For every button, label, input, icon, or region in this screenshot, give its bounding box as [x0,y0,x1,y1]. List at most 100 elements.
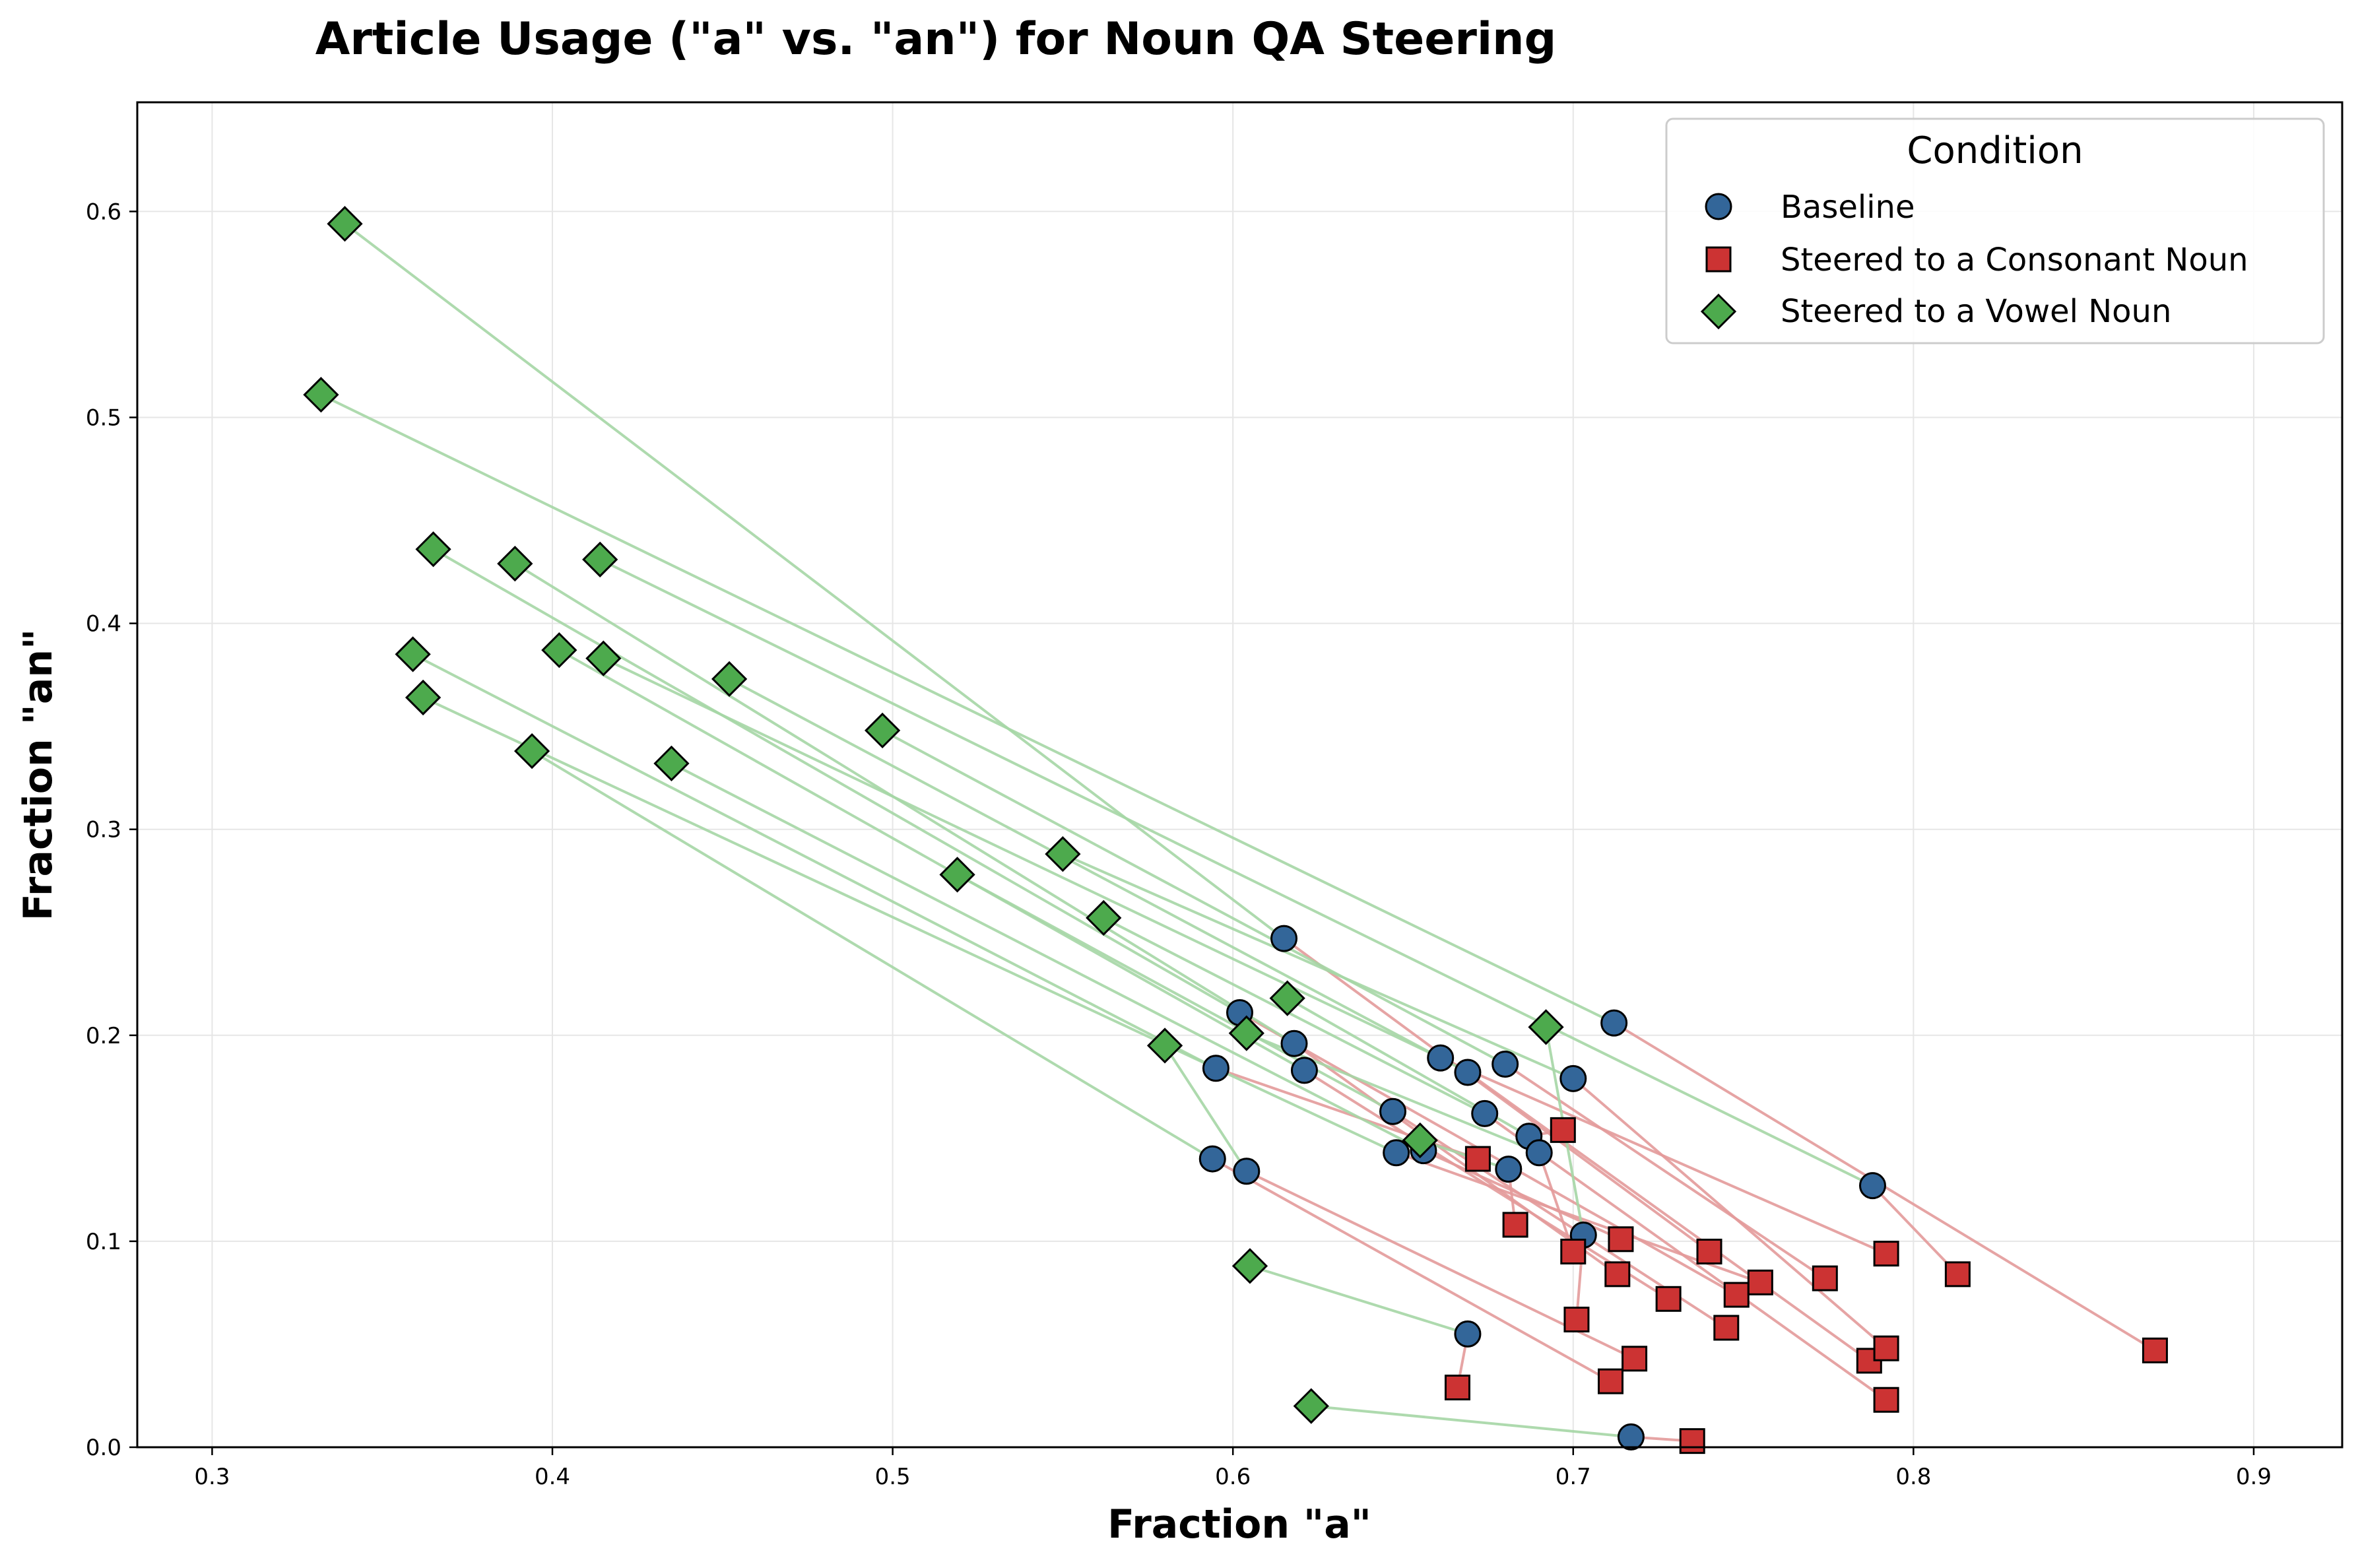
consonant-point [1812,1265,1838,1291]
consonant-point [1622,1346,1648,1372]
baseline-point [1559,1064,1587,1092]
vowel-point [1086,899,1122,936]
y-tick-label: 0.5 [86,405,121,432]
y-axis-label: Fraction "an" [15,629,61,921]
y-axis-ticks: 0.0 0.1 0.2 0.3 0.4 0.5 0.6 [86,199,137,1461]
y-tick-label: 0.1 [86,1229,121,1255]
baseline-point [1270,925,1298,952]
consonant-point [1723,1282,1750,1308]
vowel-point [1528,1009,1564,1045]
vowel-point [1228,1015,1264,1051]
consonant-point [1873,1335,1899,1361]
vowel-point [327,206,363,242]
legend-marker-baseline [1705,193,1732,220]
vowel-point [303,377,339,413]
vowel-connector [1249,1264,1468,1336]
vowel-point [415,531,451,568]
vowel-connector [1164,1045,1248,1172]
y-tick-label: 0.0 [86,1435,121,1461]
vowel-connector [422,696,1397,1154]
baseline-point [1471,1099,1499,1127]
consonant-point [1502,1212,1528,1238]
vowel-connector [599,558,1874,1187]
consonant-point [1550,1117,1576,1143]
y-tick-label: 0.3 [86,817,121,843]
vowel-point [405,679,442,716]
baseline-point [1495,1156,1523,1183]
baseline-point [1383,1139,1410,1167]
consonant-point [1655,1286,1682,1312]
legend-label-consonant: Steered to a Consonant Noun [1781,242,2248,278]
vowel-point [939,857,975,893]
legend: Condition Baseline Steered to a Consonan… [1665,117,2325,344]
consonant-point [1560,1239,1587,1265]
consonant-connector [1872,1185,1959,1276]
baseline-point [1202,1055,1229,1082]
vowel-point [711,661,748,697]
vowel-connector [412,653,1217,1070]
vowel-connector [671,762,1424,1152]
consonant-point [1713,1315,1740,1341]
consonant-point [1597,1368,1623,1394]
y-tick-label: 0.4 [86,611,121,637]
consonant-point [1696,1239,1722,1265]
vowel-connector [432,548,1241,1014]
legend-title: Condition [1907,129,2083,172]
consonant-point [1608,1226,1634,1253]
consonant-point [1444,1374,1470,1400]
vowel-point [1402,1122,1438,1159]
y-tick-label: 0.6 [86,199,121,225]
vowel-point [497,545,533,582]
x-tick-label: 0.5 [875,1464,911,1490]
vowel-connector [1311,1404,1631,1439]
vowel-connector [956,873,1394,1113]
x-axis-ticks: 0.3 0.4 0.5 0.6 0.7 0.8 0.9 [194,1447,2272,1490]
baseline-point [1280,1029,1308,1057]
consonant-connector [1572,1077,1887,1350]
baseline-point [1454,1059,1482,1086]
baseline-point [1491,1050,1519,1078]
legend-marker-consonant [1705,246,1732,273]
consonant-point [2142,1337,2168,1363]
vowel-point [513,733,550,769]
x-tick-label: 0.8 [1895,1464,1931,1490]
baseline-point [1617,1423,1645,1451]
consonant-point [1679,1428,1705,1454]
vowel-point [585,640,622,676]
plot-frame [136,101,2344,1449]
baseline-point [1600,1009,1628,1037]
x-tick-label: 0.9 [2236,1464,2272,1490]
consonant-point [1747,1269,1773,1295]
x-axis-label: Fraction "a" [1107,1501,1371,1548]
baseline-point [1198,1145,1226,1173]
consonant-point [1464,1146,1491,1172]
vowel-connector [558,649,1305,1072]
baseline-point [1290,1057,1318,1084]
vowel-point [1146,1028,1183,1064]
vowel-connector [1103,917,1486,1115]
vowel-point [865,712,901,749]
vowel-connector [531,750,1214,1160]
baseline-point [1427,1044,1455,1072]
consonant-connector [1212,1158,1612,1383]
vowel-connector [1062,853,1574,1080]
baseline-point [1379,1097,1407,1125]
vowel-point [541,632,577,669]
legend-markers [1700,193,1737,330]
y-tick-label: 0.2 [86,1023,121,1049]
vowel-point [653,745,690,781]
legend-box [1665,117,2325,344]
x-tick-label: 0.4 [535,1464,570,1490]
consonant-point [1944,1261,1971,1288]
consonant-connector [1538,1152,1575,1253]
baseline-point [1858,1172,1886,1200]
vowel-connector [729,678,1468,1074]
baseline-point [1525,1139,1553,1167]
x-tick-label: 0.3 [194,1464,230,1490]
baseline-point [1454,1320,1482,1348]
consonant-point [1873,1387,1899,1413]
consonant-point [1563,1306,1590,1332]
consonant-connector [1466,1071,1870,1362]
data-points [303,206,2168,1454]
